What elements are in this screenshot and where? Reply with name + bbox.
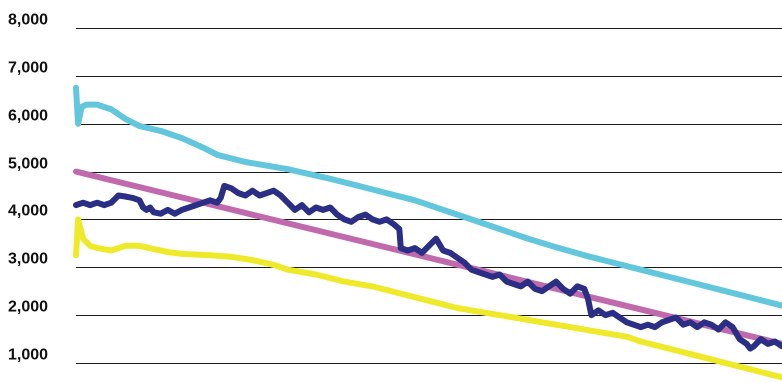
y-tick-label: 2,000 — [8, 299, 48, 316]
gridlines — [76, 28, 782, 364]
y-tick-label: 5,000 — [8, 156, 48, 173]
y-tick-label: 7,000 — [8, 60, 48, 77]
y-tick-label: 8,000 — [8, 12, 48, 29]
y-tick-label: 3,000 — [8, 251, 48, 268]
series-line-3 — [73, 216, 782, 381]
series-line-1 — [73, 84, 782, 309]
y-tick-label: 4,000 — [8, 203, 48, 220]
series-line-2 — [73, 168, 782, 347]
y-tick-label: 1,000 — [8, 347, 48, 364]
series-line-4 — [73, 182, 782, 352]
y-tick-label: 6,000 — [8, 108, 48, 125]
y-axis-ticks: 1,000 2,000 3,000 4,000 5,000 6,000 7,000 8,000 — [8, 12, 48, 364]
series-lines — [73, 84, 782, 381]
